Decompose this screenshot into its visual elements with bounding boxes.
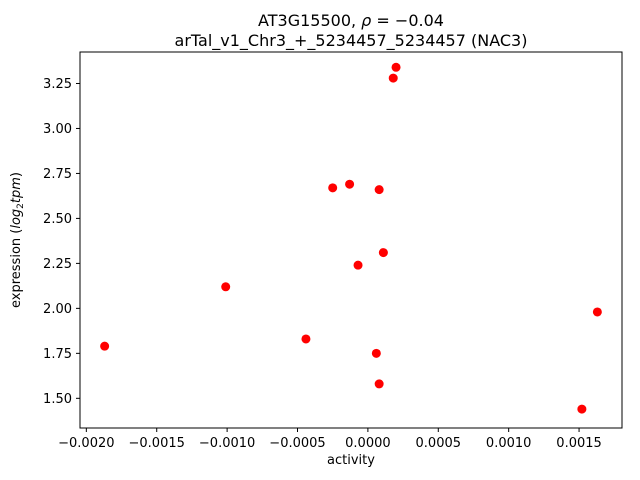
y-tick-label: 2.50 bbox=[43, 212, 72, 227]
title-rho-value: = −0.04 bbox=[371, 11, 444, 30]
x-tick-label: −0.0010 bbox=[199, 436, 255, 451]
data-point bbox=[353, 260, 363, 270]
y-tick-label: 2.75 bbox=[43, 167, 72, 182]
data-point bbox=[221, 282, 231, 292]
data-point bbox=[301, 334, 311, 344]
ylabel-suffix: ) bbox=[9, 172, 24, 177]
data-point bbox=[345, 179, 355, 189]
chart-title-line1: AT3G15500, ρ = −0.04 bbox=[258, 11, 444, 30]
data-point bbox=[378, 248, 388, 258]
data-point bbox=[592, 307, 602, 317]
ylabel-log: log bbox=[9, 209, 24, 229]
y-tick-label: 1.75 bbox=[43, 347, 72, 362]
y-tick-label: 3.25 bbox=[43, 77, 72, 92]
x-tick-label: −0.0020 bbox=[58, 436, 114, 451]
x-tick-label: 0.0005 bbox=[416, 436, 462, 451]
ylabel-prefix: expression ( bbox=[9, 229, 24, 308]
title-rho-symbol: ρ bbox=[361, 11, 371, 30]
data-point bbox=[328, 183, 338, 193]
axes-layer: −0.0020 −0.0015 −0.0010 −0.0005 0.0000 0.0005… bbox=[43, 51, 623, 451]
title-gene-id: AT3G15500, bbox=[258, 11, 361, 30]
data-point bbox=[388, 73, 398, 83]
y-tick-label: 3.00 bbox=[43, 122, 72, 137]
x-tick-label: 0.0015 bbox=[556, 436, 602, 451]
x-axis-label: activity bbox=[327, 453, 375, 468]
y-tick-label: 2.25 bbox=[43, 257, 72, 272]
x-tick-label: −0.0015 bbox=[129, 436, 185, 451]
x-tick-label: 0.0010 bbox=[486, 436, 532, 451]
ylabel-tpm: tpm bbox=[9, 177, 24, 203]
data-point bbox=[577, 404, 587, 414]
axes-frame bbox=[79, 51, 623, 429]
y-axis-label: expression (log2tpm) bbox=[9, 172, 26, 308]
y-tick-label: 1.50 bbox=[43, 392, 72, 407]
data-point bbox=[100, 341, 110, 351]
chart-title-line2: arTal_v1_Chr3_+_5234457_5234457 (NAC3) bbox=[175, 31, 528, 51]
data-point bbox=[374, 379, 384, 389]
data-point bbox=[374, 185, 384, 195]
data-point bbox=[391, 62, 401, 72]
x-tick-label: −0.0005 bbox=[269, 436, 325, 451]
data-point bbox=[371, 348, 381, 358]
x-tick-label: 0.0000 bbox=[345, 436, 391, 451]
points-layer bbox=[100, 62, 602, 414]
y-tick-label: 2.00 bbox=[43, 302, 72, 317]
ylabel-subscript: 2 bbox=[16, 203, 26, 209]
